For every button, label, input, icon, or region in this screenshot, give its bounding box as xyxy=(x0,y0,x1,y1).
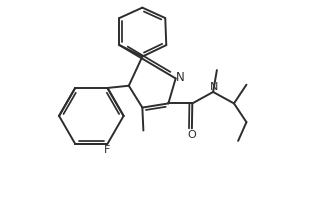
Text: F: F xyxy=(104,145,111,155)
Text: O: O xyxy=(188,130,196,140)
Text: N: N xyxy=(210,82,218,92)
Text: N: N xyxy=(176,71,185,84)
